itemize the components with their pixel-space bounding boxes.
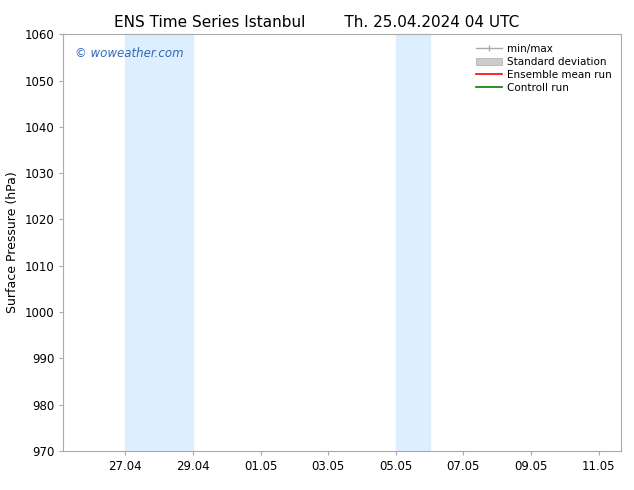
Text: ENS Time Series Istanbul        Th. 25.04.2024 04 UTC: ENS Time Series Istanbul Th. 25.04.2024 … (114, 15, 520, 30)
Bar (126, 34, 193, 451)
Text: © woweather.com: © woweather.com (75, 47, 183, 60)
Y-axis label: Surface Pressure (hPa): Surface Pressure (hPa) (6, 172, 19, 314)
Bar (396, 34, 430, 451)
Legend: min/max, Standard deviation, Ensemble mean run, Controll run: min/max, Standard deviation, Ensemble me… (472, 40, 616, 97)
